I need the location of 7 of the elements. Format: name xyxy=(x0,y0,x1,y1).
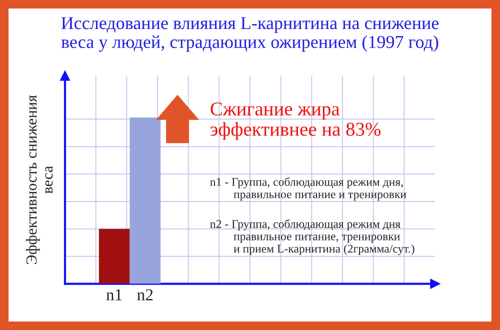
text: Сжигание жира эффективнее на 83% xyxy=(210,102,381,140)
x-tick-label: n2 xyxy=(137,289,153,300)
x-tick-label: n1 xyxy=(106,289,122,300)
text: n1 - Группа, соблюдающая режим дня, правильное питание и тренировки xyxy=(210,177,406,201)
text: Исследование влияния L-карнитина на снижение веса у людей, страдающих ожирением (1997 год) xyxy=(61,17,439,52)
text: n2 - Группа, соблюдающая режим дня правильное питание, тренировки и прием L-карнитина (2грамма/сут.) xyxy=(210,219,414,256)
y-axis-title: Эффективность снижения веса xyxy=(26,95,53,264)
